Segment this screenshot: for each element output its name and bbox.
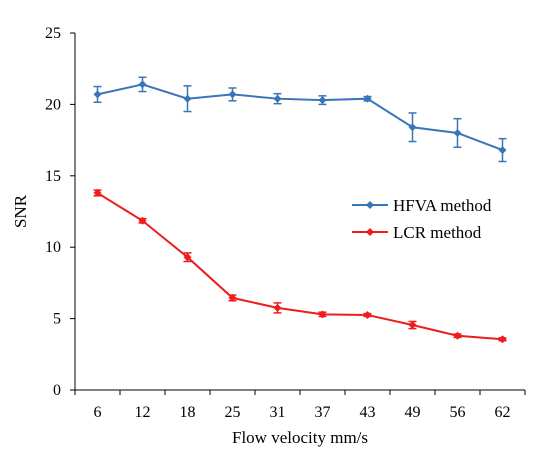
x-axis-title: Flow velocity mm/s bbox=[232, 428, 368, 447]
data-point bbox=[228, 293, 237, 302]
x-tick-label: 56 bbox=[450, 404, 466, 421]
y-tick-label: 10 bbox=[45, 239, 61, 256]
x-tick-label: 49 bbox=[405, 404, 421, 421]
data-point bbox=[138, 216, 147, 225]
data-point bbox=[318, 96, 327, 105]
legend-label-hfva: HFVA method bbox=[393, 196, 492, 215]
data-point bbox=[273, 303, 282, 312]
x-tick-label: 43 bbox=[360, 404, 376, 421]
data-point bbox=[408, 321, 417, 330]
data-point bbox=[228, 90, 237, 99]
x-tick-label: 25 bbox=[225, 404, 241, 421]
y-tick-label: 15 bbox=[45, 168, 61, 185]
data-point bbox=[453, 128, 462, 137]
data-point bbox=[93, 188, 102, 197]
data-point bbox=[498, 146, 507, 155]
x-tick-label: 37 bbox=[315, 404, 331, 421]
data-point bbox=[318, 310, 327, 319]
y-axis-ticks: 0 5 10 15 20 25 bbox=[45, 25, 75, 399]
legend-marker-hfva bbox=[366, 201, 374, 209]
data-point bbox=[183, 94, 192, 103]
data-point bbox=[453, 331, 462, 340]
x-tick-label: 6 bbox=[94, 404, 102, 421]
data-point bbox=[408, 123, 417, 132]
legend: HFVA method LCR method bbox=[352, 196, 492, 242]
series-hfva bbox=[93, 76, 507, 163]
series-line bbox=[97, 83, 503, 152]
y-tick-label: 5 bbox=[53, 311, 61, 328]
x-tick-label: 31 bbox=[270, 404, 286, 421]
data-point bbox=[363, 94, 372, 103]
data-point bbox=[363, 311, 372, 320]
y-axis-title: SNR bbox=[11, 194, 30, 228]
x-tick-label: 62 bbox=[495, 404, 511, 421]
series-line bbox=[96, 192, 503, 341]
legend-label-lcr: LCR method bbox=[393, 223, 482, 242]
y-tick-label: 25 bbox=[45, 25, 61, 42]
y-tick-label: 20 bbox=[45, 96, 61, 113]
x-axis-ticks: 6 12 18 25 31 37 43 49 56 62 bbox=[74, 390, 526, 421]
legend-marker-lcr bbox=[366, 228, 374, 236]
series-layer bbox=[93, 76, 507, 344]
data-point bbox=[138, 80, 147, 89]
data-point bbox=[498, 335, 507, 344]
data-point bbox=[183, 253, 192, 262]
series-lcr bbox=[93, 188, 507, 344]
y-tick-label: 0 bbox=[53, 382, 61, 399]
x-tick-label: 18 bbox=[180, 404, 196, 421]
data-point bbox=[93, 90, 102, 99]
data-point bbox=[273, 94, 282, 103]
x-tick-label: 12 bbox=[135, 404, 151, 421]
